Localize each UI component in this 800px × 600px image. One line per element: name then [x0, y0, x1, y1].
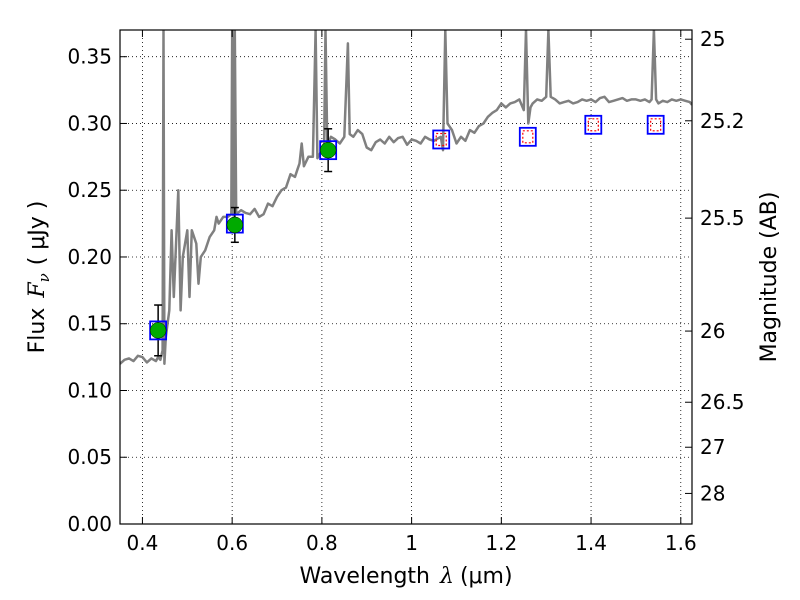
y2-tick-label: 27 — [700, 435, 725, 459]
x-tick-label: 1.2 — [485, 531, 517, 555]
observed-point — [149, 322, 167, 339]
grid-lines — [120, 30, 692, 525]
upper-limit-point — [435, 132, 447, 147]
observed-point — [319, 141, 337, 159]
data-layer — [120, 30, 692, 366]
x-tick-label: 0.4 — [127, 531, 159, 555]
x-axis-title: Wavelength λ (μm) — [299, 564, 512, 589]
y-axis-title: FluxFν( μJy ) — [25, 201, 53, 354]
y2-axis-ticks: 25 25.2 25.5 26 26.5 27 28 — [685, 27, 745, 505]
y2-tick-label: 25.5 — [700, 206, 745, 230]
spectrum-line — [120, 30, 692, 366]
y-tick-label: 0.35 — [67, 45, 112, 69]
x-tick-label: 1.4 — [575, 531, 607, 555]
upper-limit-point — [522, 130, 534, 144]
x-axis-ticks: 0.4 0.6 0.8 1 1.2 1.4 1.6 — [127, 30, 697, 555]
y2-tick-label: 26.5 — [700, 390, 745, 414]
upper-limit-point — [587, 118, 599, 132]
model-photometry-point — [518, 126, 537, 147]
model-photometry-point — [584, 114, 603, 135]
y-axis-ticks: 0.00 0.05 0.10 0.15 0.20 0.25 0.30 0.35 — [67, 45, 127, 536]
y-tick-label: 0.00 — [67, 512, 112, 536]
y-tick-label: 0.05 — [67, 445, 112, 469]
model-photometry-point — [646, 114, 665, 135]
x-tick-label: 1.6 — [665, 531, 697, 555]
observed-point — [226, 216, 244, 234]
y-tick-label: 0.10 — [67, 378, 112, 402]
y2-tick-label: 28 — [700, 481, 725, 505]
x-tick-label: 1 — [405, 531, 418, 555]
plot-frame — [119, 29, 693, 525]
upper-limit-point — [650, 118, 662, 132]
y-tick-label: 0.25 — [67, 178, 112, 202]
model-photometry-point — [432, 129, 451, 150]
y-tick-label: 0.15 — [67, 312, 112, 336]
x-tick-label: 0.6 — [216, 531, 248, 555]
y2-tick-label: 25 — [700, 27, 725, 51]
x-tick-label: 0.8 — [306, 531, 338, 555]
y2-axis-title: Magnitude (AB) — [757, 192, 782, 363]
y2-tick-label: 25.2 — [700, 109, 745, 133]
y-tick-label: 0.20 — [67, 245, 112, 269]
y2-tick-label: 26 — [700, 319, 725, 343]
y-tick-label: 0.30 — [67, 111, 112, 135]
